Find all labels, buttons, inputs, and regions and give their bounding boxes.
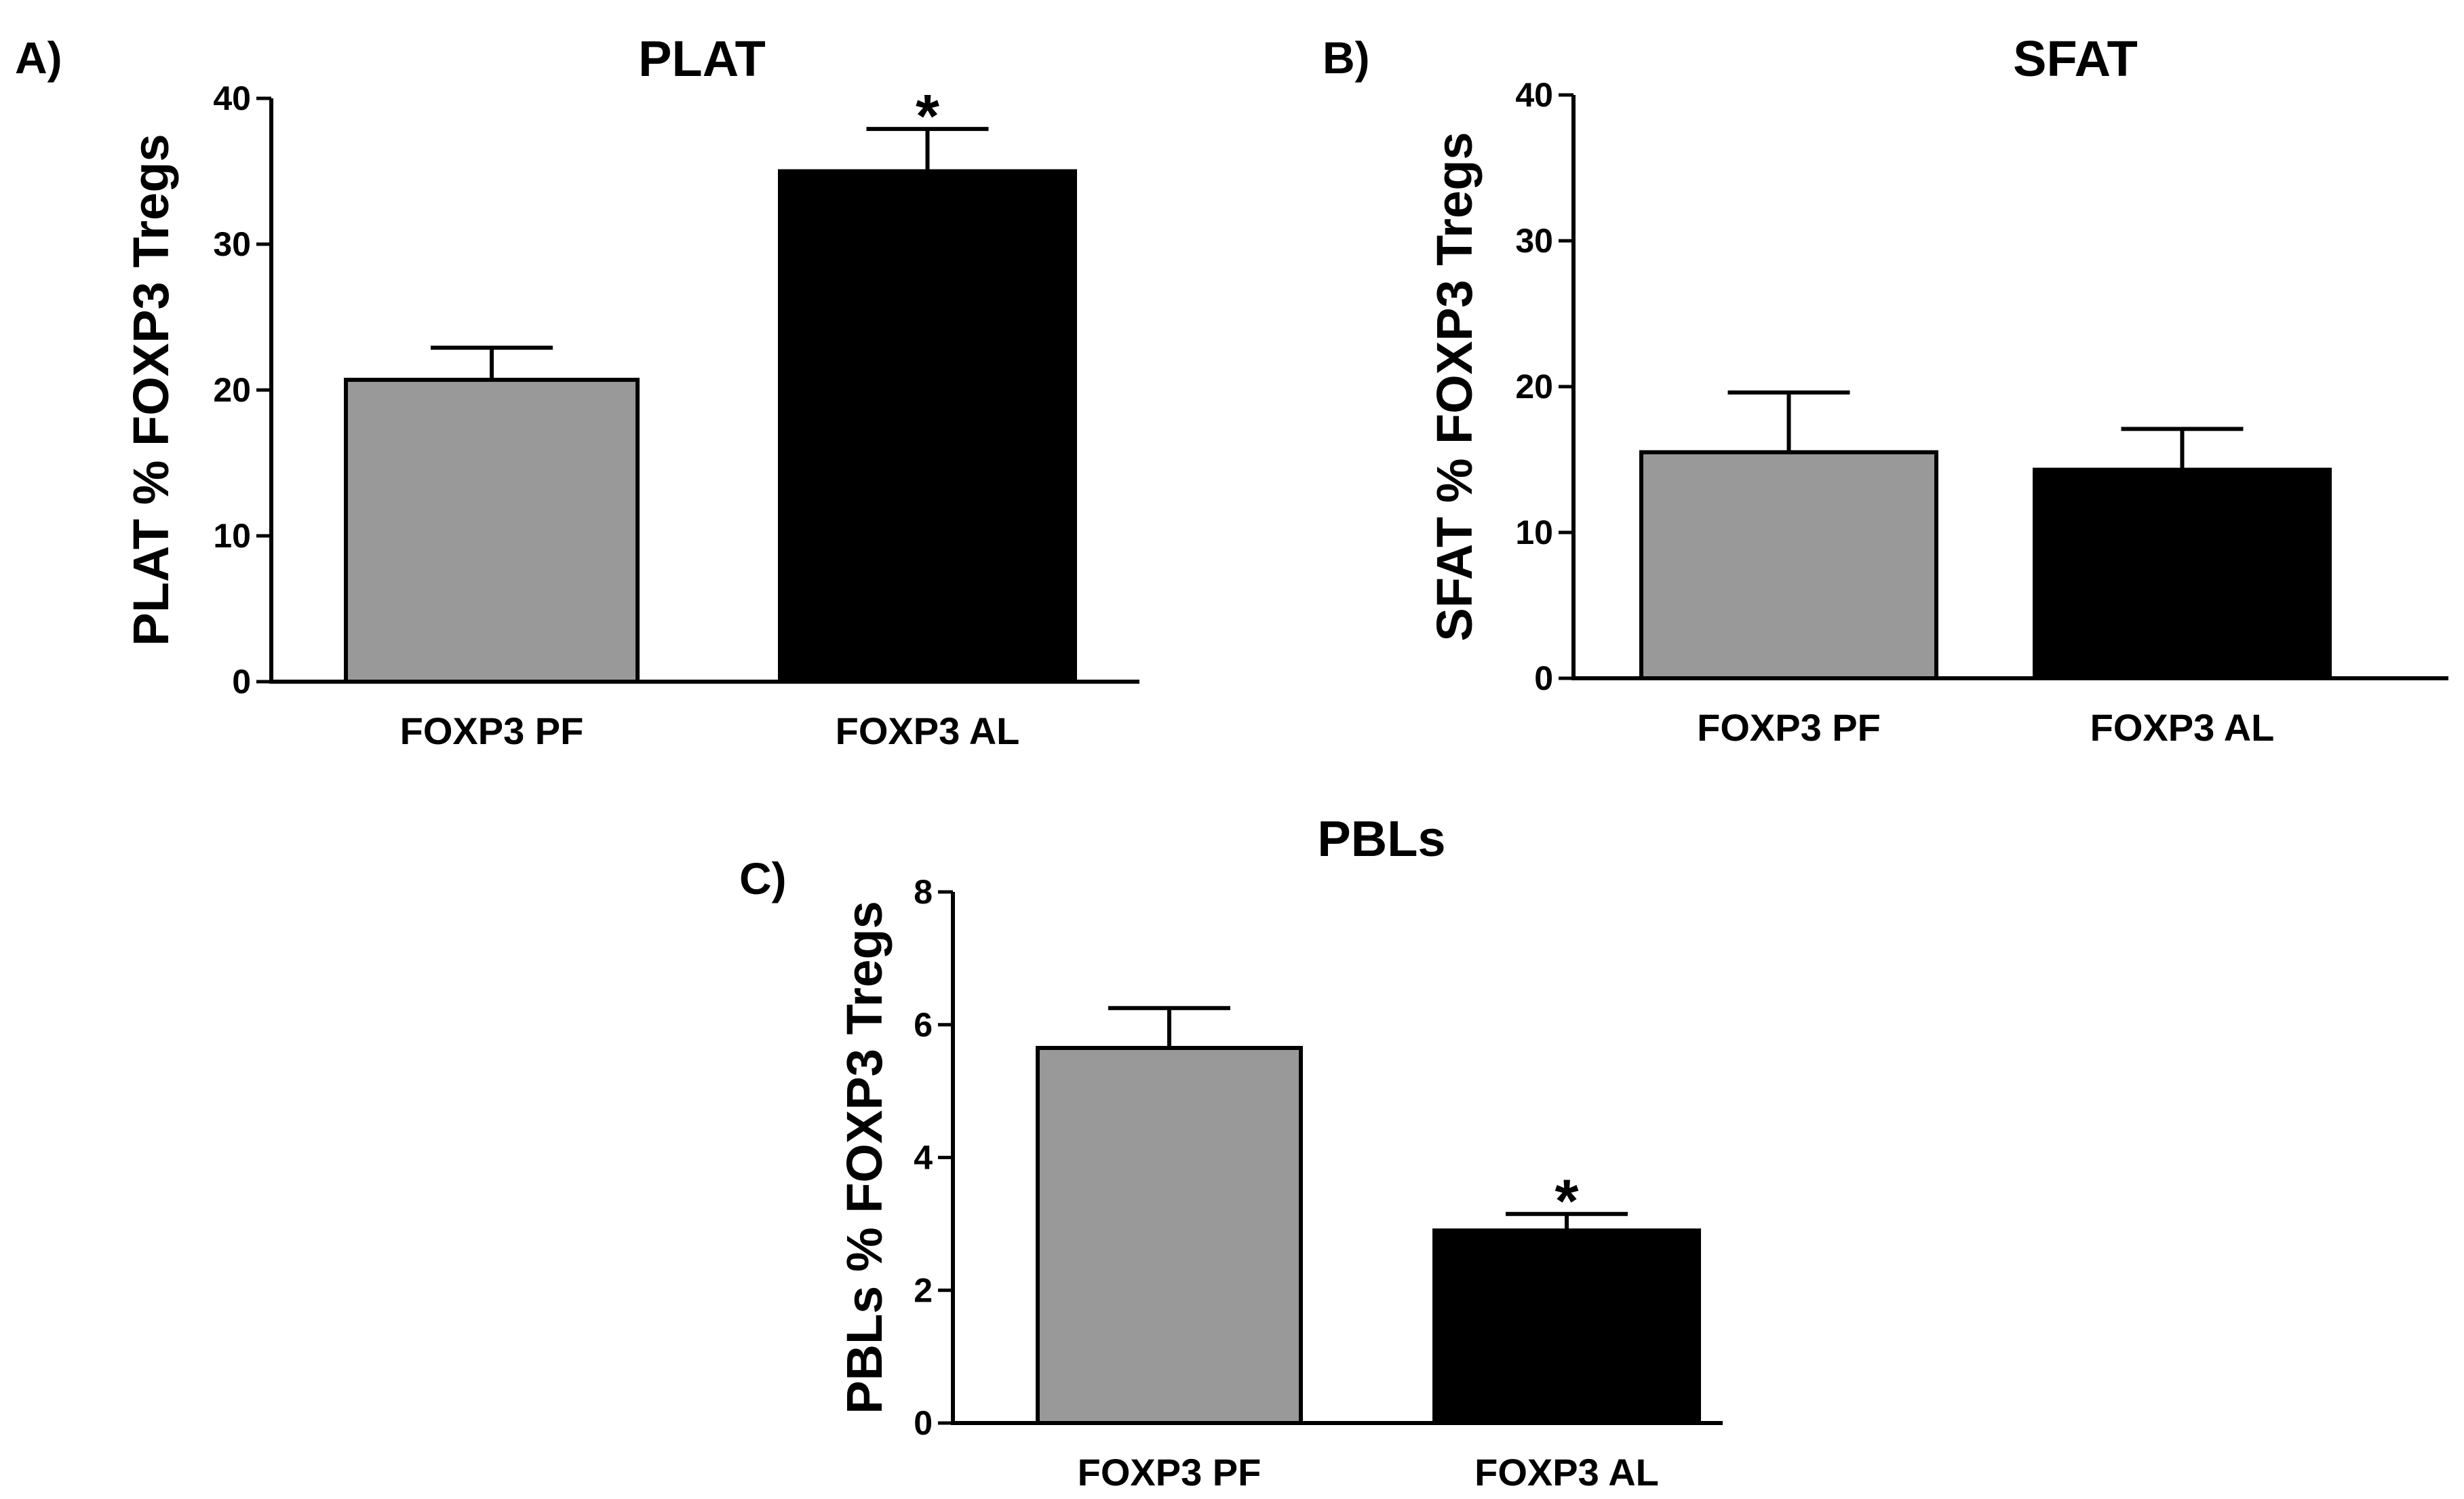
chart-panel-1: A) PLAT PLAT % FOXP3 Tregs 0 10 20 30 40 FOXP3 P… bbox=[15, 31, 1139, 752]
chart-panel-2: B) SFAT SFAT % FOXP3 Tregs 0 10 20 30 40 FOXP3 P… bbox=[1323, 31, 2448, 749]
y-tick-label: 10 bbox=[1515, 513, 1553, 551]
y-tick-label: 8 bbox=[914, 873, 933, 911]
panel-label: B) bbox=[1323, 33, 1370, 83]
chart-title: SFAT bbox=[2013, 31, 2138, 87]
y-axis-label: PLAT % FOXP3 Tregs bbox=[123, 134, 179, 646]
bar bbox=[2033, 467, 2332, 680]
x-tick-label: FOXP3 AL bbox=[1474, 1451, 1659, 1494]
y-axis-label: SFAT % FOXP3 Tregs bbox=[1426, 132, 1483, 641]
x-tick-label: FOXP3 PF bbox=[400, 709, 584, 752]
y-tick-label: 40 bbox=[1515, 76, 1553, 114]
chart-panel-3: C) PBLs PBLs % FOXP3 Tregs 0 2 4 6 8 FOXP3 PF FOX… bbox=[739, 811, 1723, 1494]
y-tick-label: 6 bbox=[914, 1006, 933, 1044]
y-tick-label: 0 bbox=[232, 663, 251, 701]
bar bbox=[1639, 450, 1938, 680]
bar bbox=[1036, 1046, 1303, 1425]
y-axis-label: PBLs % FOXP3 Tregs bbox=[836, 901, 893, 1414]
significance-marker: * bbox=[916, 83, 939, 151]
y-tick-label: 4 bbox=[914, 1139, 933, 1177]
y-tick-label: 0 bbox=[1534, 659, 1553, 697]
bar bbox=[1432, 1228, 1701, 1425]
bar bbox=[344, 377, 640, 684]
y-tick-label: 30 bbox=[1515, 222, 1553, 260]
chart-title: PBLs bbox=[1317, 811, 1445, 867]
x-tick-label: FOXP3 PF bbox=[1078, 1451, 1262, 1494]
panel-label: C) bbox=[739, 853, 787, 903]
panel-label: A) bbox=[15, 33, 62, 83]
chart-title: PLAT bbox=[638, 31, 766, 87]
bar bbox=[778, 169, 1077, 684]
significance-marker: * bbox=[1554, 1168, 1578, 1236]
y-tick-label: 20 bbox=[1515, 368, 1553, 406]
y-tick-label: 40 bbox=[213, 79, 251, 117]
y-tick-label: 2 bbox=[914, 1271, 933, 1309]
y-tick-label: 0 bbox=[914, 1404, 933, 1442]
x-tick-label: FOXP3 AL bbox=[2090, 706, 2275, 749]
y-tick-label: 30 bbox=[213, 225, 251, 263]
y-tick-label: 20 bbox=[213, 371, 251, 409]
x-tick-label: FOXP3 AL bbox=[836, 709, 1020, 752]
y-tick-label: 10 bbox=[213, 517, 251, 555]
x-tick-label: FOXP3 PF bbox=[1697, 706, 1881, 749]
